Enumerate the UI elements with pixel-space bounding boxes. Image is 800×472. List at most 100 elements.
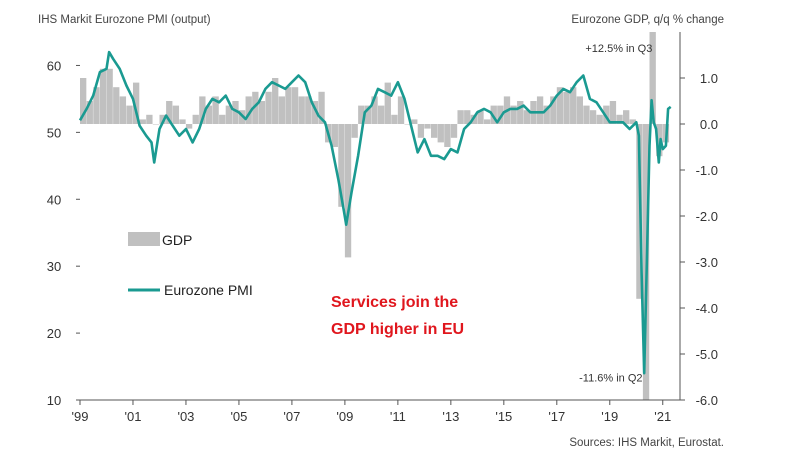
x-tick-label: '99: [72, 409, 89, 424]
right-tick-label: -4.0: [696, 301, 718, 316]
right-tick-label: 0.0: [700, 117, 718, 132]
right-tick-label: -1.0: [696, 163, 718, 178]
gdp-bar: [252, 91, 259, 124]
gdp-bar: [411, 119, 418, 124]
gdp-bar: [629, 119, 636, 124]
gdp-bar: [649, 32, 656, 124]
gdp-bar: [212, 96, 219, 124]
gdp-bar: [424, 124, 431, 129]
gdp-bar: [331, 124, 338, 147]
annotation-0: +12.5% in Q3: [585, 43, 652, 55]
pmi-line-group: [78, 50, 672, 375]
gdp-bar: [146, 114, 153, 124]
gdp-bar: [311, 101, 319, 124]
gdp-bar: [583, 105, 590, 124]
gdp-bar: [497, 105, 504, 124]
gdp-bar: [391, 114, 398, 124]
gdp-bar: [179, 119, 186, 124]
gdp-bar: [550, 96, 557, 124]
gdp-bar: [185, 124, 193, 129]
gdp-bar: [543, 105, 550, 124]
gdp-bar: [609, 101, 617, 124]
gdp-bar: [232, 101, 239, 124]
x-tick-label: '01: [125, 409, 142, 424]
legend-gdp-swatch: [128, 232, 160, 246]
pmi-line: [78, 50, 672, 375]
x-tick-label: '11: [390, 409, 406, 424]
right-tick-label: -6.0: [696, 393, 718, 408]
gdp-bar: [245, 96, 252, 124]
gdp-bar: [199, 96, 206, 124]
gdp-bar: [589, 110, 597, 124]
right-tick-label: -5.0: [696, 347, 718, 362]
gdp-bar: [384, 82, 391, 124]
gdp-bar: [430, 124, 438, 138]
gdp-bar: [450, 124, 458, 138]
gdp-bar: [457, 110, 464, 124]
gdp-bar: [417, 124, 425, 138]
x-tick-label: '05: [230, 409, 247, 424]
gdp-bar: [298, 96, 305, 124]
gdp-bar: [596, 114, 603, 124]
annotations: +12.5% in Q3 -11.6% in Q2: [579, 43, 652, 385]
gdp-bar: [139, 119, 146, 124]
gdp-bar: [404, 124, 411, 125]
gdp-bar: [437, 124, 444, 143]
right-tick-label: -3.0: [696, 255, 718, 270]
gdp-bar: [338, 124, 345, 207]
gdp-bar: [378, 105, 385, 124]
x-axis: '99 '01 '03 '05 '07 '09 '11 '13 '15 '17 '19 '21: [72, 399, 680, 424]
x-tick-label: '15: [495, 409, 512, 424]
x-tick-label: '07: [283, 409, 300, 424]
gdp-bar: [80, 78, 87, 124]
gdp-bar: [364, 105, 372, 124]
right-axis-title: Eurozone GDP, q/q % change: [571, 14, 724, 26]
right-tick-label: 1.0: [700, 71, 718, 86]
gdp-bar: [517, 101, 524, 124]
gdp-bar: [272, 78, 279, 124]
right-tick-label: -2.0: [696, 209, 718, 224]
left-tick-label: 30: [47, 259, 61, 274]
gdp-bar: [192, 114, 199, 124]
x-tick-label: '19: [601, 409, 618, 424]
left-tick-label: 60: [47, 58, 61, 73]
gdp-bar: [576, 96, 583, 124]
left-tick-label: 50: [47, 125, 61, 140]
legend-pmi-label: Eurozone PMI: [164, 282, 253, 298]
gdp-bar: [225, 105, 233, 124]
gdp-bar: [258, 101, 266, 124]
gdp-bar: [556, 87, 564, 124]
gdp-bar: [159, 114, 166, 124]
gdp-bar: [291, 87, 299, 124]
callout-line-1: Services join the: [331, 294, 458, 311]
gdp-bar: [616, 114, 623, 124]
gdp-bar: [99, 68, 107, 124]
gdp-bar: [510, 105, 517, 124]
gdp-bar: [126, 105, 133, 124]
gdp-bar: [358, 105, 365, 124]
gdp-bar: [523, 110, 531, 124]
gdp-bar: [113, 87, 120, 124]
gdp-bar: [318, 91, 325, 124]
gdp-bar: [132, 82, 140, 124]
callout-line-2: GDP higher in EU: [331, 321, 464, 338]
gdp-bars: [80, 32, 670, 400]
gdp-bar: [344, 124, 352, 258]
gdp-bar: [172, 105, 180, 124]
right-axis: -6.0 -5.0 -4.0 -3.0 -2.0 -1.0 0.0 1.0: [679, 32, 718, 408]
gdp-bar: [444, 124, 451, 147]
left-tick-label: 20: [47, 326, 61, 341]
gdp-bar: [86, 101, 93, 124]
gdp-bar: [265, 91, 272, 124]
x-tick-label: '03: [177, 409, 194, 424]
x-tick-label: '13: [442, 409, 459, 424]
gdp-bar: [477, 110, 484, 124]
gdp-bar: [219, 114, 226, 124]
x-tick-label: '17: [548, 409, 565, 424]
gdp-bar: [623, 110, 630, 124]
gdp-bar: [278, 96, 285, 124]
gdp-bar: [285, 87, 292, 124]
gdp-bar: [483, 119, 491, 124]
annotation-1: -11.6% in Q2: [579, 373, 642, 385]
